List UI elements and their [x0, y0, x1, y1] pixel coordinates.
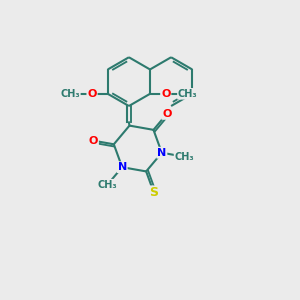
Text: CH₃: CH₃: [98, 180, 117, 190]
Text: N: N: [157, 148, 167, 158]
Text: O: O: [161, 89, 170, 99]
Text: O: O: [87, 89, 97, 99]
Text: CH₃: CH₃: [60, 89, 80, 99]
Text: CH₃: CH₃: [178, 89, 198, 99]
Text: O: O: [162, 109, 172, 119]
Text: O: O: [88, 136, 98, 146]
Text: CH₃: CH₃: [175, 152, 194, 162]
Text: N: N: [118, 162, 127, 172]
Text: S: S: [149, 186, 158, 200]
